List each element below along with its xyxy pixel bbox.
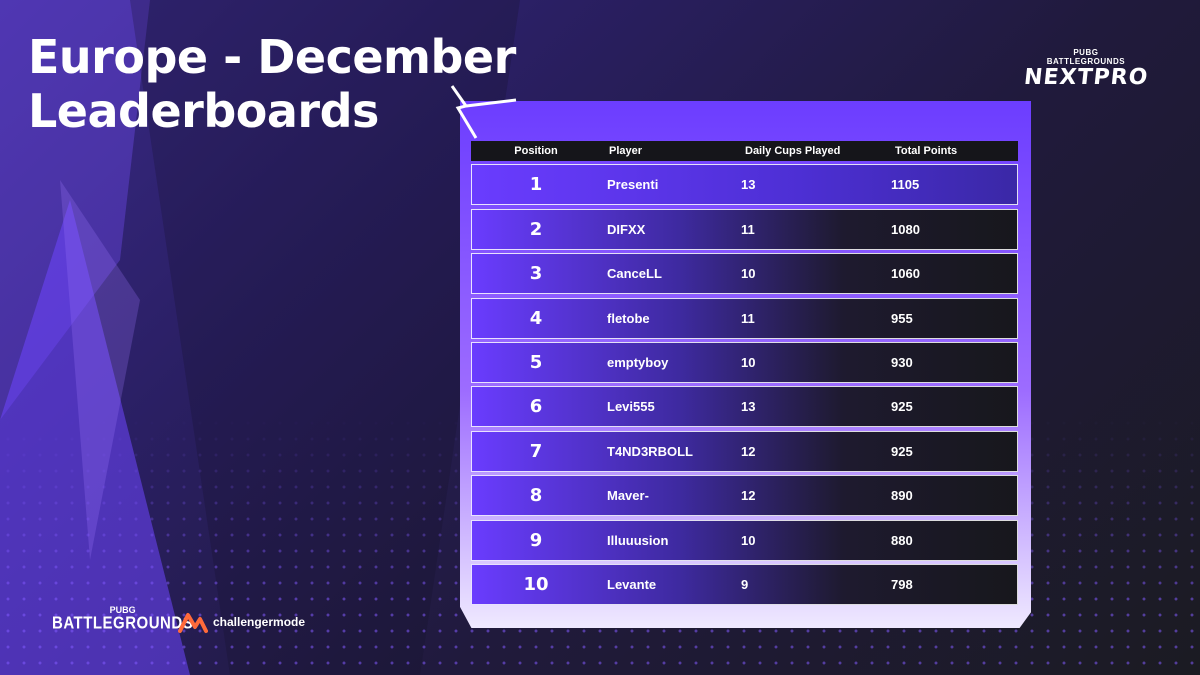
header-cups: Daily Cups Played	[745, 145, 841, 157]
title-line-2: Leaderboards	[28, 84, 379, 138]
page-title: Europe - December Leaderboards	[28, 30, 516, 138]
table-row: 7 T4ND3RBOLL 12 925	[471, 430, 1018, 472]
nextpro-logo-pubg: PUBG	[1073, 48, 1099, 57]
row-points: 1105	[891, 177, 920, 193]
table-row: 6 Levi555 13 925	[471, 386, 1018, 428]
row-points: 798	[891, 576, 913, 592]
row-cups: 11	[741, 310, 755, 326]
row-points: 925	[891, 399, 913, 415]
row-player: Levante	[607, 576, 657, 592]
row-player: Maver-	[607, 488, 649, 504]
leaderboard-table: Position Player Daily Cups Played Total …	[471, 141, 1018, 605]
row-cups: 13	[741, 399, 756, 415]
row-position: 1	[529, 174, 543, 196]
row-cups: 10	[741, 266, 756, 282]
table-header: Position Player Daily Cups Played Total …	[471, 141, 1018, 161]
row-cups: 12	[741, 488, 756, 504]
row-position: 4	[529, 307, 543, 329]
nextpro-logo-wordmark: NEXTPRO	[1022, 65, 1150, 90]
row-position: 7	[529, 440, 543, 462]
table-row: 1 Presenti 13 1105	[471, 164, 1018, 206]
row-position: 10	[523, 573, 549, 595]
header-position: Position	[514, 145, 558, 157]
pubg-logo-small: PUBG	[109, 605, 136, 615]
row-position: 8	[529, 485, 543, 507]
challengermode-logo: challengermode	[178, 610, 305, 634]
pubg-logo-wordmark: BATTLEGROUNDS	[52, 613, 194, 634]
row-player: CanceLL	[607, 266, 662, 282]
row-position: 2	[529, 218, 543, 240]
table-row: 4 fletobe 11 955	[471, 297, 1018, 339]
row-cups: 11	[741, 221, 755, 237]
row-points: 925	[891, 443, 913, 459]
header-points: Total Points	[895, 145, 958, 157]
challengermode-mark-icon	[178, 613, 208, 633]
row-position: 9	[529, 529, 543, 551]
row-position: 5	[529, 351, 543, 373]
row-player: DIFXX	[607, 221, 646, 237]
nextpro-logo-battlegrounds: BATTLEGROUNDS	[1046, 57, 1126, 66]
pubg-battlegrounds-logo: PUBG BATTLEGROUNDS	[52, 605, 193, 633]
row-player: fletobe	[607, 310, 650, 326]
table-row: 5 emptyboy 10 930	[471, 341, 1018, 383]
table-row: 3 CanceLL 10 1060	[471, 253, 1018, 295]
table-row: 8 Maver- 12 890	[471, 475, 1018, 517]
nextpro-logo: PUBG BATTLEGROUNDS NEXTPRO	[1022, 48, 1150, 90]
row-player: T4ND3RBOLL	[607, 443, 693, 459]
row-points: 880	[891, 532, 913, 548]
title-line-1: Europe - December	[28, 30, 516, 84]
table-row: 9 Illuuusion 10 880	[471, 519, 1018, 561]
row-position: 6	[529, 396, 543, 418]
row-cups: 12	[741, 443, 756, 459]
lightning-bolt-icon	[450, 85, 517, 139]
row-position: 3	[529, 263, 543, 285]
row-points: 1060	[891, 266, 920, 282]
row-player: Illuuusion	[607, 532, 669, 548]
challengermode-wordmark: challengermode	[213, 615, 306, 629]
table-row: 2 DIFXX 11 1080	[471, 208, 1018, 250]
row-player: emptyboy	[607, 354, 669, 370]
row-cups: 9	[741, 576, 749, 592]
row-cups: 10	[741, 354, 756, 370]
row-player: Presenti	[607, 177, 659, 193]
row-player: Levi555	[607, 399, 655, 415]
table-row: 10 Levante 9 798	[471, 563, 1018, 605]
row-cups: 13	[741, 177, 756, 193]
row-points: 1080	[891, 221, 920, 237]
row-points: 955	[891, 310, 913, 326]
row-cups: 10	[741, 532, 756, 548]
row-points: 930	[891, 354, 913, 370]
row-points: 890	[891, 488, 913, 504]
header-player: Player	[609, 145, 643, 157]
